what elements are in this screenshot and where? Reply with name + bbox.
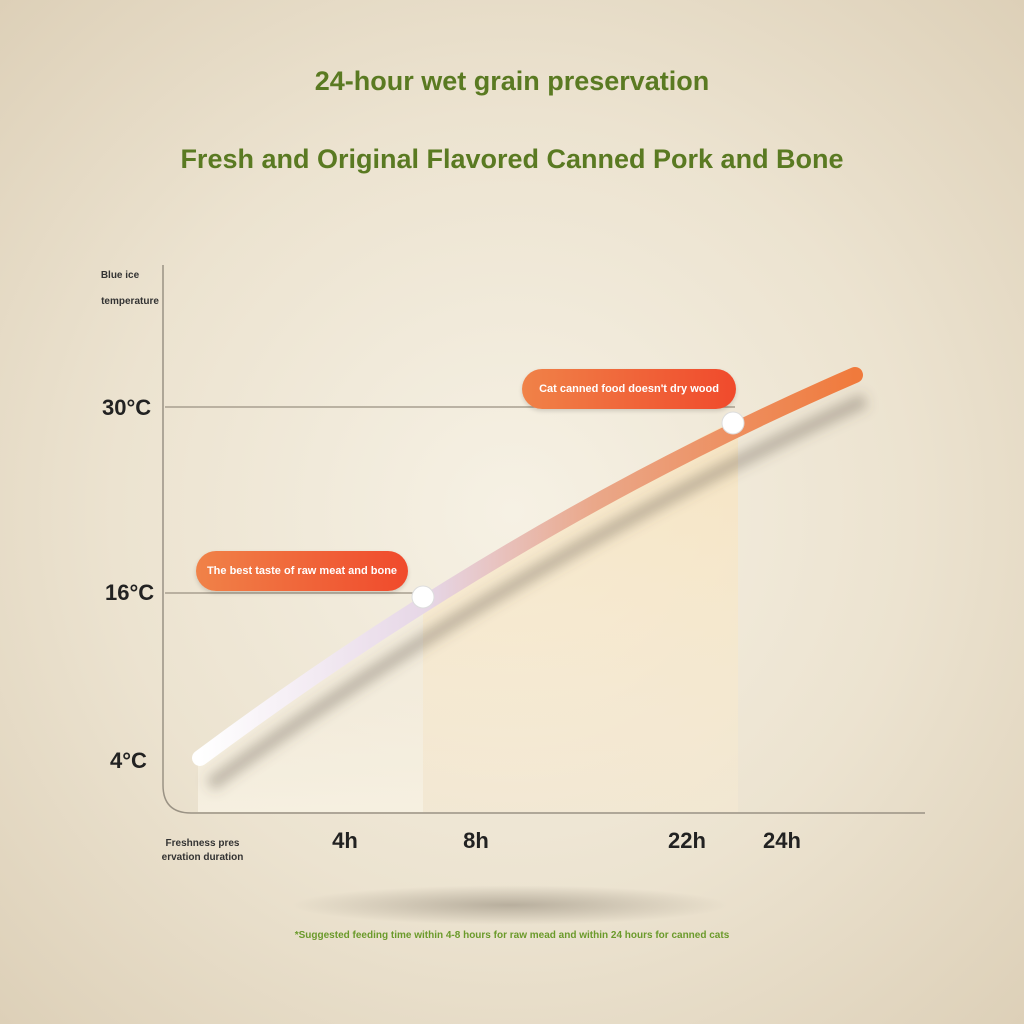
chart-title: 24-hour wet grain preservation: [314, 66, 710, 96]
area-canned: [423, 418, 738, 812]
axes: [162, 265, 925, 814]
annotation-canned-food: Cat canned food doesn't dry wood: [522, 369, 736, 409]
footnote: *Suggested feeding time within 4-8 hours…: [294, 930, 730, 941]
x-tick: 24h: [763, 828, 801, 853]
y-tick: 16°C: [105, 580, 155, 605]
x-axis-label-1: Freshness pres: [165, 838, 240, 849]
point-16c: [411, 585, 435, 609]
y-axis-label-2: temperature: [101, 296, 159, 307]
point-30c: [721, 411, 745, 435]
x-axis-label-2: ervation duration: [161, 852, 244, 863]
x-tick: 4h: [332, 828, 358, 853]
chart-subtitle: Fresh and Original Flavored Canned Pork …: [180, 144, 844, 174]
x-tick: 22h: [668, 828, 706, 853]
x-tick: 8h: [463, 828, 489, 853]
floor-shadow: [290, 885, 730, 925]
y-tick: 4°C: [110, 748, 147, 773]
curve-shadow: [205, 393, 868, 791]
y-tick: 30°C: [102, 395, 152, 420]
annotation-raw-meat: The best taste of raw meat and bone: [196, 551, 408, 591]
temperature-curve: [192, 367, 863, 766]
y-axis-label-1: Blue ice: [100, 270, 140, 281]
